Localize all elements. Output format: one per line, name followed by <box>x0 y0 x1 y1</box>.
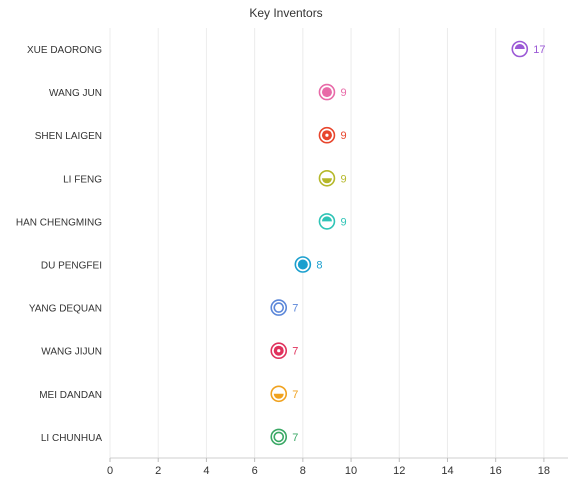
data-point <box>318 83 336 101</box>
chart-title: Key Inventors <box>249 6 323 20</box>
category-label: SHEN LAIGEN <box>35 131 102 142</box>
data-label: 9 <box>340 87 346 99</box>
category-label: LI CHUNHUA <box>41 433 102 444</box>
category-label: WANG JUN <box>49 88 102 99</box>
x-tick-label: 12 <box>393 465 405 477</box>
data-label: 9 <box>340 216 346 228</box>
data-label: 9 <box>340 173 346 185</box>
data-label: 7 <box>292 346 298 358</box>
data-point <box>318 126 336 144</box>
data-label: 9 <box>340 130 346 142</box>
x-tick-label: 2 <box>155 465 161 477</box>
data-point <box>511 40 529 58</box>
data-label: 17 <box>533 44 545 56</box>
data-point <box>270 342 288 360</box>
data-point <box>318 170 336 187</box>
category-label: WANG JIJUN <box>41 347 102 358</box>
x-tick-label: 0 <box>107 465 113 477</box>
category-label: YANG DEQUAN <box>29 304 102 315</box>
data-point <box>318 213 336 230</box>
category-label: XUE DAORONG <box>27 45 102 56</box>
x-tick-label: 8 <box>300 465 306 477</box>
x-tick-label: 18 <box>538 465 550 477</box>
x-tick-label: 16 <box>490 465 502 477</box>
data-label: 8 <box>316 260 322 272</box>
category-label: HAN CHENGMING <box>16 217 102 228</box>
data-label: 7 <box>292 389 298 401</box>
data-label: 7 <box>292 303 298 315</box>
x-tick-label: 4 <box>203 465 209 477</box>
data-label: 7 <box>292 432 298 444</box>
data-point <box>294 256 312 273</box>
data-point <box>270 385 288 403</box>
x-tick-label: 14 <box>441 465 453 477</box>
x-tick-label: 6 <box>252 465 258 477</box>
category-label: MEI DANDAN <box>39 390 102 401</box>
data-point <box>270 428 288 446</box>
category-label: DU PENGFEI <box>41 261 102 272</box>
x-tick-label: 10 <box>345 465 357 477</box>
category-label: LI FENG <box>63 174 102 185</box>
data-point <box>270 299 288 316</box>
